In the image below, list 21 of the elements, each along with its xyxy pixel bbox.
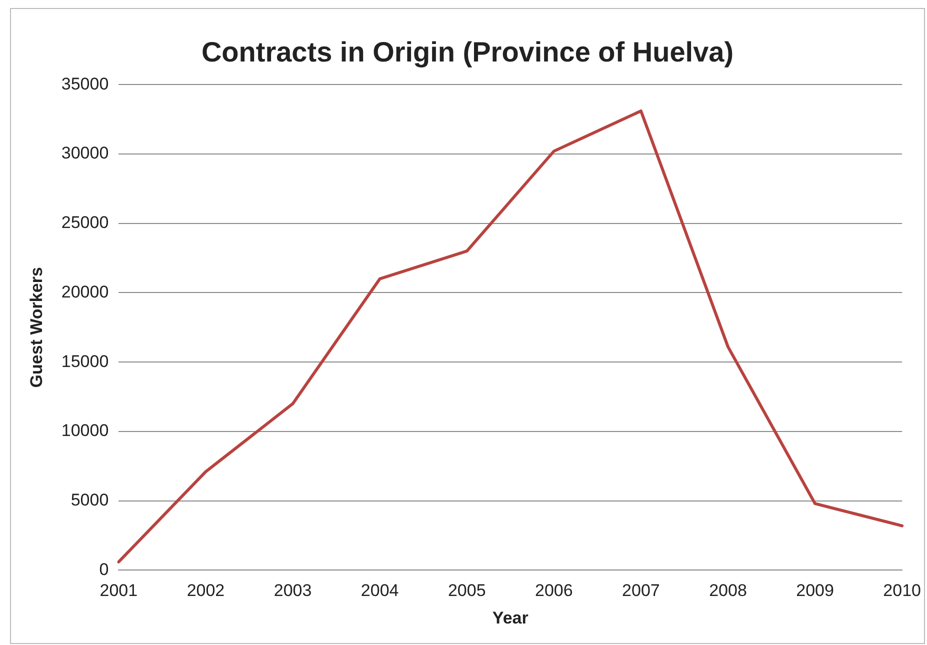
x-tick-label: 2005 bbox=[448, 581, 486, 600]
x-tick-label: 2003 bbox=[274, 581, 312, 600]
x-tick-label: 2007 bbox=[622, 581, 660, 600]
chart-title: Contracts in Origin (Province of Huelva) bbox=[201, 36, 734, 68]
y-tick-label: 25000 bbox=[61, 213, 109, 232]
y-axis-title: Guest Workers bbox=[26, 267, 46, 388]
y-tick-label: 35000 bbox=[61, 74, 109, 94]
y-tick-label: 0 bbox=[99, 560, 109, 579]
x-tick-label: 2002 bbox=[186, 581, 225, 600]
y-tick-label: 5000 bbox=[70, 490, 109, 510]
x-tick-label: 2008 bbox=[709, 581, 747, 600]
x-axis-title: Year bbox=[492, 608, 529, 628]
x-tick-label: 2010 bbox=[883, 581, 922, 600]
x-tick-label: 2006 bbox=[534, 581, 573, 600]
x-tick-label: 2009 bbox=[796, 581, 834, 600]
y-tick-label: 15000 bbox=[61, 352, 109, 371]
y-tick-label: 30000 bbox=[61, 144, 109, 163]
x-tick-label: 2001 bbox=[100, 581, 138, 600]
y-tick-label: 10000 bbox=[61, 421, 109, 440]
x-tick-label: 2004 bbox=[360, 581, 399, 600]
y-tick-label: 20000 bbox=[61, 282, 109, 302]
